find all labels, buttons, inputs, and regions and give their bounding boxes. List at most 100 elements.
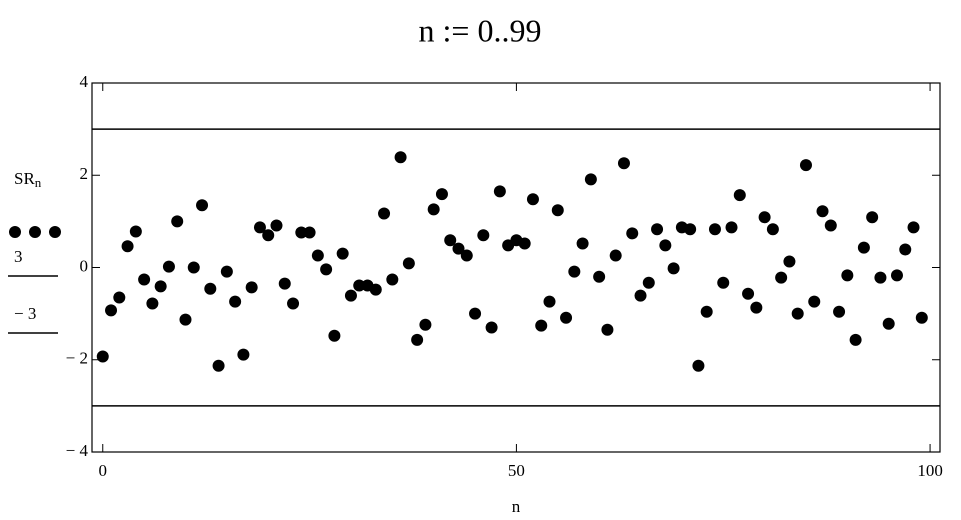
data-point <box>733 189 746 202</box>
data-point <box>187 261 200 274</box>
data-point <box>667 262 680 275</box>
data-point <box>493 185 506 198</box>
data-point <box>518 237 531 250</box>
data-point <box>386 273 399 286</box>
legend-label: 3 <box>14 247 23 266</box>
data-point <box>766 223 779 236</box>
data-point <box>659 239 672 252</box>
data-point <box>402 257 415 270</box>
data-point <box>129 225 142 238</box>
data-point <box>526 193 539 206</box>
x-axis-label: n <box>512 497 521 516</box>
data-point <box>419 318 432 331</box>
data-point <box>742 287 755 300</box>
data-point <box>849 333 862 346</box>
data-point <box>320 263 333 276</box>
x-tick-label: 50 <box>508 461 525 480</box>
data-point <box>270 219 283 232</box>
y-tick-label: 2 <box>80 164 89 183</box>
data-point <box>121 240 134 253</box>
data-point <box>229 295 242 308</box>
data-point <box>311 249 324 262</box>
data-point <box>287 297 300 310</box>
data-point <box>444 234 457 247</box>
data-point <box>171 215 184 228</box>
data-point <box>96 350 109 363</box>
data-point <box>394 151 407 164</box>
plot-frame <box>91 82 941 453</box>
data-point <box>477 229 490 242</box>
data-point <box>154 280 167 293</box>
data-point <box>758 211 771 224</box>
data-point <box>220 265 233 278</box>
data-point <box>204 282 217 295</box>
chart-title: n := 0..99 <box>419 12 542 48</box>
data-point <box>262 229 275 242</box>
data-point <box>824 219 837 232</box>
data-point <box>833 305 846 318</box>
data-point <box>783 255 796 268</box>
y-axis-label: SRn <box>14 169 42 190</box>
y-tick-label: 4 <box>80 72 89 91</box>
data-point <box>427 203 440 216</box>
data-point <box>460 249 473 262</box>
data-point <box>245 281 258 294</box>
data-point <box>576 237 589 250</box>
data-point <box>303 226 316 239</box>
data-point <box>808 295 821 308</box>
data-point <box>725 221 738 234</box>
data-point <box>882 317 895 330</box>
data-point <box>196 199 209 212</box>
data-point <box>336 247 349 260</box>
data-point <box>626 227 639 240</box>
data-point <box>866 211 879 224</box>
data-point <box>890 269 903 282</box>
data-point <box>750 301 763 314</box>
x-tick-label: 0 <box>99 461 108 480</box>
y-label-subscript: n <box>35 175 42 190</box>
data-point <box>568 265 581 278</box>
data-point <box>584 173 597 186</box>
data-point <box>378 207 391 220</box>
data-point <box>295 226 308 239</box>
data-point <box>146 297 159 310</box>
data-point <box>138 273 151 286</box>
data-point <box>179 313 192 326</box>
data-point <box>212 359 225 372</box>
data-point <box>113 291 126 304</box>
x-tick-label: 100 <box>917 461 943 480</box>
y-tick-label: 0 <box>80 256 89 275</box>
y-tick-label: − 2 <box>66 349 88 368</box>
y-label-main: SR <box>14 169 35 188</box>
data-point <box>328 329 341 342</box>
data-point <box>344 289 357 302</box>
data-point <box>907 221 920 234</box>
legend-marker <box>49 226 61 238</box>
data-point <box>435 188 448 201</box>
data-point <box>469 307 482 320</box>
data-point <box>775 271 788 284</box>
data-point <box>353 279 366 292</box>
data-point <box>551 204 564 217</box>
data-point <box>609 249 622 262</box>
data-point <box>708 223 721 236</box>
data-point <box>105 304 118 317</box>
data-point <box>692 359 705 372</box>
data-point <box>684 223 697 236</box>
data-point <box>601 323 614 336</box>
data-point <box>278 277 291 290</box>
data-point <box>816 205 829 218</box>
data-point <box>857 241 870 254</box>
data-point <box>634 289 647 302</box>
data-point <box>535 319 548 332</box>
legend-marker <box>9 226 21 238</box>
data-point <box>237 348 250 361</box>
data-point <box>593 270 606 283</box>
data-point <box>162 260 175 273</box>
legend-label: − 3 <box>14 304 36 323</box>
data-point <box>717 276 730 289</box>
data-point <box>452 242 465 255</box>
data-point <box>899 243 912 256</box>
